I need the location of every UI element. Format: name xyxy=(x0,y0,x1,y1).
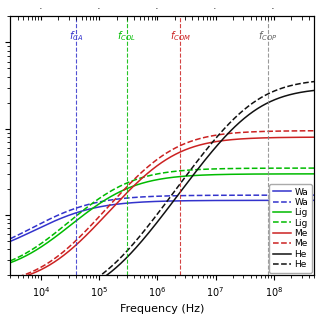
Me xyxy=(138,178,142,182)
He xyxy=(9,299,12,302)
Line: Me: Me xyxy=(11,137,315,280)
Line: Lig: Lig xyxy=(11,168,315,261)
Me xyxy=(61,250,65,254)
Wa xyxy=(125,201,129,205)
Wa xyxy=(61,211,65,215)
He xyxy=(274,97,278,101)
Lig xyxy=(138,182,142,186)
Wa xyxy=(307,198,310,202)
Me xyxy=(125,191,129,195)
Me xyxy=(9,278,12,282)
Lig xyxy=(43,239,47,243)
Wa xyxy=(61,216,65,220)
Lig xyxy=(125,181,129,185)
Wa xyxy=(125,196,129,200)
Line: He: He xyxy=(11,91,315,300)
Wa xyxy=(274,198,278,202)
Me xyxy=(313,129,316,133)
Wa xyxy=(9,239,12,243)
Me xyxy=(307,135,310,139)
Text: $f_{COP}$: $f_{COP}$ xyxy=(258,29,278,43)
Me xyxy=(125,185,129,188)
Line: Lig: Lig xyxy=(11,174,315,263)
Lig xyxy=(313,166,316,170)
Text: $f_{COM}$: $f_{COM}$ xyxy=(170,29,191,43)
Me xyxy=(43,263,47,267)
He xyxy=(138,234,142,238)
He xyxy=(61,293,65,297)
He xyxy=(307,89,310,93)
Line: Wa: Wa xyxy=(11,200,315,241)
Line: Me: Me xyxy=(11,131,315,279)
He xyxy=(138,241,142,245)
Wa xyxy=(313,193,316,197)
He xyxy=(313,89,316,92)
Lig xyxy=(274,166,278,170)
Me xyxy=(61,254,65,258)
He xyxy=(125,255,129,259)
Me xyxy=(274,129,278,133)
Legend: Wa, Wa, Lig, Lig, Me, Me, He, He: Wa, Wa, Lig, Lig, Me, Me, He, He xyxy=(269,184,312,273)
Wa xyxy=(43,220,47,223)
Wa xyxy=(138,200,142,204)
Lig xyxy=(307,172,310,176)
He xyxy=(274,89,278,92)
Wa xyxy=(307,193,310,197)
Lig xyxy=(61,225,65,228)
He xyxy=(61,292,65,296)
Line: He: He xyxy=(11,82,315,300)
Wa xyxy=(43,223,47,227)
Lig xyxy=(43,242,47,246)
Text: $f_{COL}$: $f_{COL}$ xyxy=(117,29,136,43)
Me xyxy=(313,135,316,139)
Me xyxy=(138,172,142,176)
He xyxy=(313,80,316,84)
Me xyxy=(43,266,47,269)
Wa xyxy=(9,237,12,241)
Wa xyxy=(138,195,142,199)
Wa xyxy=(274,193,278,197)
Lig xyxy=(9,259,12,263)
Text: $f_{CA}$: $f_{CA}$ xyxy=(69,29,83,43)
Lig xyxy=(274,172,278,176)
Lig xyxy=(138,176,142,180)
He xyxy=(125,249,129,253)
He xyxy=(43,296,47,300)
Me xyxy=(274,136,278,140)
Lig xyxy=(313,172,316,176)
Lig xyxy=(125,187,129,190)
Lig xyxy=(61,229,65,233)
Lig xyxy=(307,166,310,170)
He xyxy=(9,298,12,302)
Line: Wa: Wa xyxy=(11,195,315,239)
He xyxy=(307,80,310,84)
X-axis label: Frequency (Hz): Frequency (Hz) xyxy=(120,304,204,315)
He xyxy=(43,295,47,299)
Me xyxy=(9,277,12,281)
Lig xyxy=(9,261,12,265)
Me xyxy=(307,129,310,133)
Wa xyxy=(313,198,316,202)
